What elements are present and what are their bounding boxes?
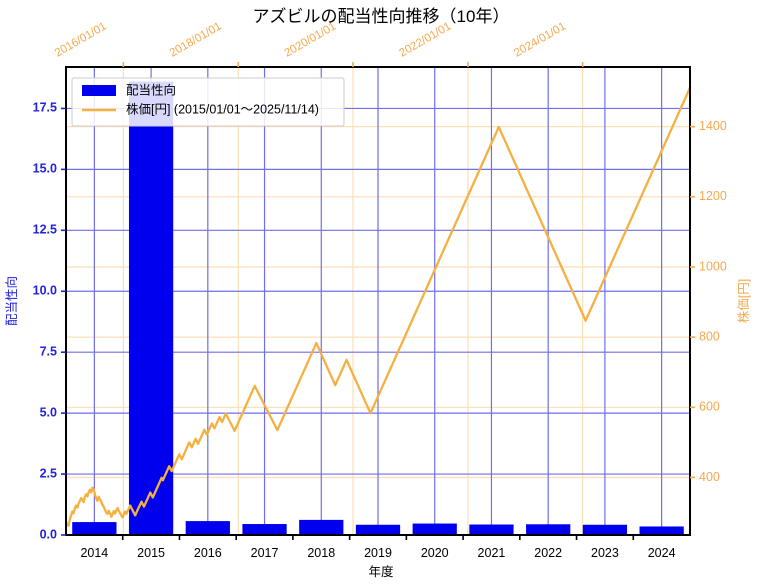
bar-2016: [185, 521, 230, 535]
bar-2024: [639, 526, 684, 535]
line-series-stock-price: [64, 86, 692, 528]
tick-label: 800: [699, 329, 720, 343]
y-axis-left-label: 配当性向: [4, 276, 19, 326]
y-axis-right-label: 株価[円]: [736, 279, 751, 323]
tick-label: 2020: [421, 546, 449, 560]
plot-frame: [65, 66, 691, 536]
tick-label: 2017: [251, 546, 279, 560]
tick-label: 2016: [194, 546, 222, 560]
bar-2017: [242, 524, 287, 535]
tick-label: 2019: [364, 546, 392, 560]
tick-label: 2018: [307, 546, 335, 560]
tick-label: 2014: [80, 546, 108, 560]
tick-label: 600: [699, 400, 720, 414]
tick-label: 400: [699, 470, 720, 484]
bar-2018: [299, 519, 344, 535]
bar-2015: [128, 81, 174, 535]
chart-legend[interactable]: 配当性向 株価[円] (2015/01/01～2025/11/14): [71, 77, 345, 127]
chart-title: アズビルの配当性向推移（10年）: [253, 7, 510, 26]
bar-2021: [469, 524, 514, 535]
tick-label: 10.0: [33, 284, 57, 298]
tick-label: 2024: [648, 546, 676, 560]
tick-label: 17.5: [33, 101, 57, 115]
tick-label: 2015: [137, 546, 165, 560]
tick-label: 1000: [699, 259, 727, 273]
tick-label: 7.5: [40, 344, 57, 358]
x-axis-label: 年度: [368, 564, 394, 579]
bar-2014: [72, 522, 117, 535]
tick-label: 2021: [478, 546, 506, 560]
tick-label: 1400: [699, 119, 727, 133]
tick-label: 2023: [591, 546, 619, 560]
tick-label: 15.0: [33, 162, 57, 176]
bar-2019: [355, 524, 401, 535]
tick-label: 0.0: [40, 527, 57, 541]
bar-2023: [582, 524, 628, 535]
legend-label-stock-price: 株価[円] (2015/01/01～2025/11/14): [126, 101, 319, 116]
tick-label: 2022: [534, 546, 562, 560]
bar-series-payout-ratio: [72, 81, 684, 535]
legend-box: [71, 77, 345, 127]
legend-label-payout-ratio: 配当性向: [126, 82, 176, 97]
tick-label: 2.5: [40, 466, 57, 480]
tick-label: 12.5: [33, 223, 57, 237]
tick-label: 5.0: [40, 405, 57, 419]
bar-2022: [526, 524, 571, 535]
legend-swatch-payout-ratio: [82, 85, 116, 96]
tick-label: 1200: [699, 189, 727, 203]
bar-2020: [412, 523, 457, 535]
